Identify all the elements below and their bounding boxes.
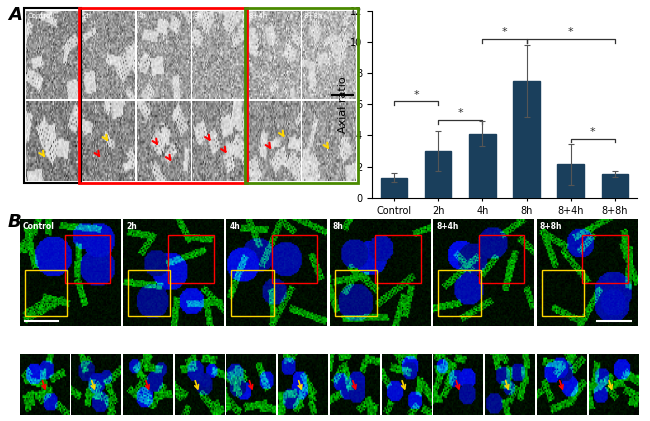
Bar [381,178,407,198]
Text: 8+4h: 8+4h [436,222,459,231]
Text: *: * [413,90,419,99]
Bar [231,270,274,316]
Text: 8+4h: 8+4h [248,13,268,19]
Bar [425,151,451,198]
Bar [335,270,377,316]
Bar [25,270,67,316]
Text: *: * [568,27,573,37]
Bar [602,174,628,198]
Bar [542,270,584,316]
Text: A: A [8,6,21,24]
Text: 4h: 4h [229,222,240,231]
Text: 4h: 4h [138,13,147,19]
Bar [128,270,170,316]
Bar [514,81,540,198]
Text: 2h: 2h [126,222,136,231]
Bar [582,235,627,283]
Bar [558,164,584,198]
Text: *: * [502,27,507,37]
Text: *: * [458,108,463,118]
Text: 8+8h: 8+8h [304,13,323,19]
Bar [65,235,110,283]
Text: B: B [8,213,21,231]
Text: 8+8h: 8+8h [540,222,562,231]
Text: 2h: 2h [83,13,92,19]
Bar [438,270,481,316]
Bar [168,235,214,283]
Text: *: * [590,127,595,137]
Text: Control: Control [23,222,55,231]
Bar [478,235,524,283]
Bar [272,235,317,283]
Y-axis label: Axial ratio: Axial ratio [338,76,348,133]
Text: 8h: 8h [333,222,344,231]
Bar [469,134,495,198]
Text: 8h: 8h [193,13,202,19]
Bar [375,235,421,283]
Text: Control: Control [27,13,53,19]
